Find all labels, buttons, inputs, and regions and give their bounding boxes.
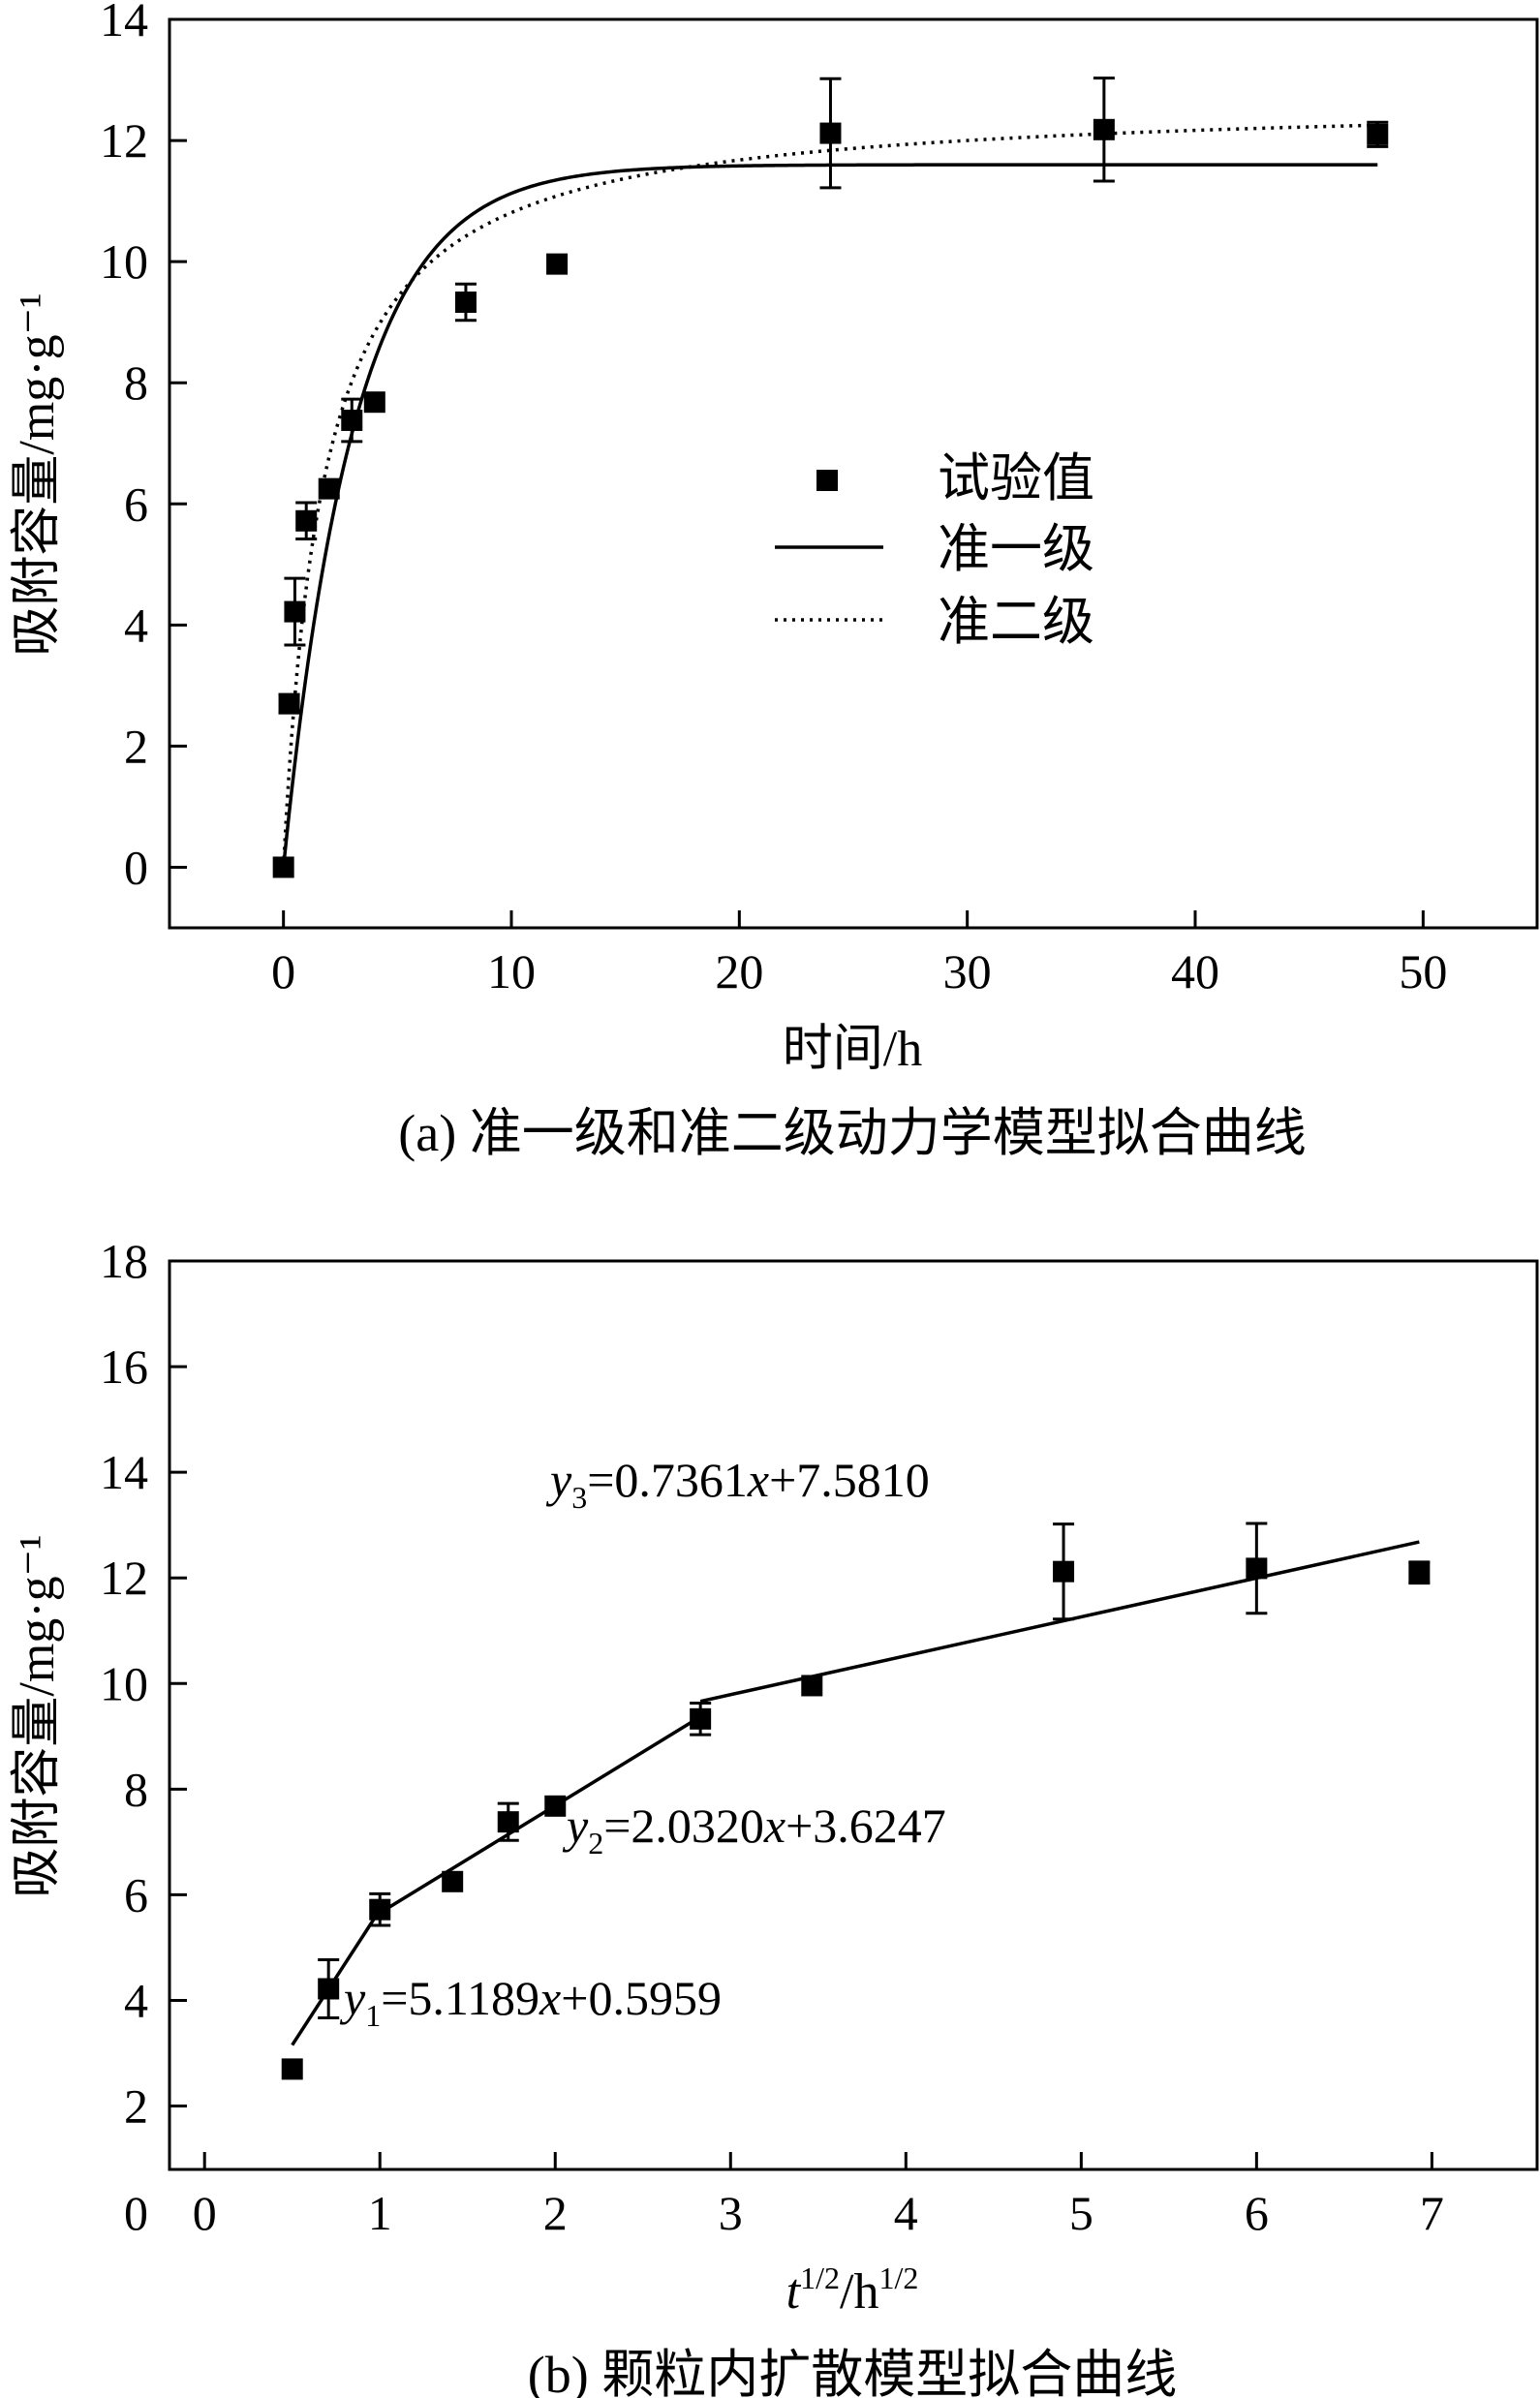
panel-b-data-point [369, 1898, 391, 1921]
panel-a-data-point [454, 292, 477, 314]
panel-b-y-axis-label: 吸附容量/mg·g⁻¹ [10, 1534, 65, 1897]
panel-b-y-tick-label: 4 [124, 1973, 148, 2027]
panel-a-x-tick-label: 10 [487, 944, 536, 999]
panel-b-data-point [690, 1707, 712, 1730]
fit-line-y2 [379, 1715, 702, 1915]
panel-a-data-point [363, 391, 385, 414]
panel-a-y-tick-label: 14 [100, 0, 148, 46]
panel-b-y-tick-label: 10 [100, 1656, 148, 1710]
panel-a-y-tick-label: 6 [124, 477, 148, 531]
panel-a-y-axis-label: 吸附容量/mg·g⁻¹ [10, 292, 65, 656]
panel-a-data-point [272, 856, 294, 878]
panel-a-y-tick-label: 8 [124, 355, 148, 410]
panel-b-origin-label: 0 [124, 2186, 148, 2240]
panel-a-x-tick-label: 30 [943, 944, 992, 999]
pso-fit-curve [281, 123, 1378, 868]
panel-b-x-tick-label: 7 [1420, 2186, 1444, 2240]
panel-a-legend: 试验值 准一级 准二级 [775, 449, 1094, 651]
panel-b-plot-frame [168, 1259, 1539, 2171]
panel-b-data-point [442, 1870, 464, 1892]
legend-label-pso: 准二级 [938, 593, 1094, 651]
panel-a-x-tick-label: 50 [1399, 944, 1447, 999]
panel-b-data-point [318, 1978, 340, 2000]
panel-b-x-tick-label: 6 [1245, 2186, 1269, 2240]
panel-b-y-tick-label: 2 [124, 2079, 148, 2134]
panel-a-y-tick-label: 10 [100, 234, 148, 289]
panel-a-plot-frame [168, 17, 1539, 930]
equation-y2: y2=2.0320x+3.6247 [562, 1798, 946, 1860]
panel-b-x-tick-label: 5 [1069, 2186, 1093, 2240]
panel-b-x-tick-label: 2 [543, 2186, 568, 2240]
panel-b-data-point [1053, 1560, 1075, 1583]
legend-marker-experimental [816, 470, 838, 491]
panel-b-data-point [281, 2058, 303, 2080]
fit-line-y3 [699, 1540, 1420, 1704]
panel-b-data-point [497, 1811, 519, 1833]
equation-y1: y1=5.1189x+0.5959 [339, 1971, 722, 2033]
panel-a-data-point [1093, 118, 1115, 140]
panel-a-data-point [819, 122, 842, 144]
panel-b-x-axis-label: t1/2/h1/2 [786, 2260, 919, 2320]
legend-label-experimental: 试验值 [938, 449, 1094, 507]
panel-a-y-tick-label: 4 [124, 598, 148, 652]
panel-b-data-point [1408, 1561, 1431, 1583]
equation-y3: y3=0.7361x+7.5810 [545, 1453, 930, 1515]
panel-b-y-tick-label: 16 [100, 1339, 148, 1394]
panel-a-data-point [284, 600, 306, 623]
fit-line-y1 [291, 1909, 382, 2046]
panel-a-caption: (a) 准一级和准二级动力学模型拟合曲线 [398, 1104, 1306, 1162]
panel-a-data-point [546, 253, 569, 275]
pfo-fit-curve [281, 163, 1378, 868]
panel-b-y-tick-label: 6 [124, 1867, 148, 1921]
panel-a-data-point [278, 692, 300, 715]
panel-a-x-tick-label: 40 [1171, 944, 1219, 999]
panel-b-y-tick-label: 8 [124, 1762, 148, 1816]
panel-b-y-tick-label: 14 [100, 1445, 148, 1499]
panel-b-caption: (b) 颗粒内扩散模型拟合曲线 [528, 2346, 1177, 2398]
panel-a-y-tick-label: 2 [124, 719, 148, 773]
panel-b-x-tick-label: 3 [719, 2186, 743, 2240]
legend-label-pfo: 准一级 [938, 520, 1094, 578]
panel-b-x-tick-label: 4 [894, 2186, 918, 2240]
panel-a-y-tick-label: 12 [100, 113, 148, 168]
panel-a-x-tick-label: 0 [271, 944, 295, 999]
panel-b-data-point [801, 1675, 823, 1697]
panel-b-x-tick-label: 0 [193, 2186, 217, 2240]
panel-b-x-tick-label: 1 [368, 2186, 392, 2240]
panel-a-data-point [341, 409, 363, 431]
panel-a-x-tick-label: 20 [715, 944, 763, 999]
panel-a-data-point [1367, 123, 1389, 145]
panel-b-y-tick-label: 18 [100, 1234, 148, 1288]
panel-a-data-point [318, 477, 340, 500]
panel-b-data-point [1246, 1557, 1268, 1580]
panel-a-x-axis-label: 时间/h [783, 1022, 922, 1077]
panel-b-data-point [544, 1795, 567, 1817]
panel-a-data-point [295, 509, 318, 532]
panel-a-y-tick-label: 0 [124, 840, 148, 894]
panel-b-y-tick-label: 12 [100, 1551, 148, 1605]
